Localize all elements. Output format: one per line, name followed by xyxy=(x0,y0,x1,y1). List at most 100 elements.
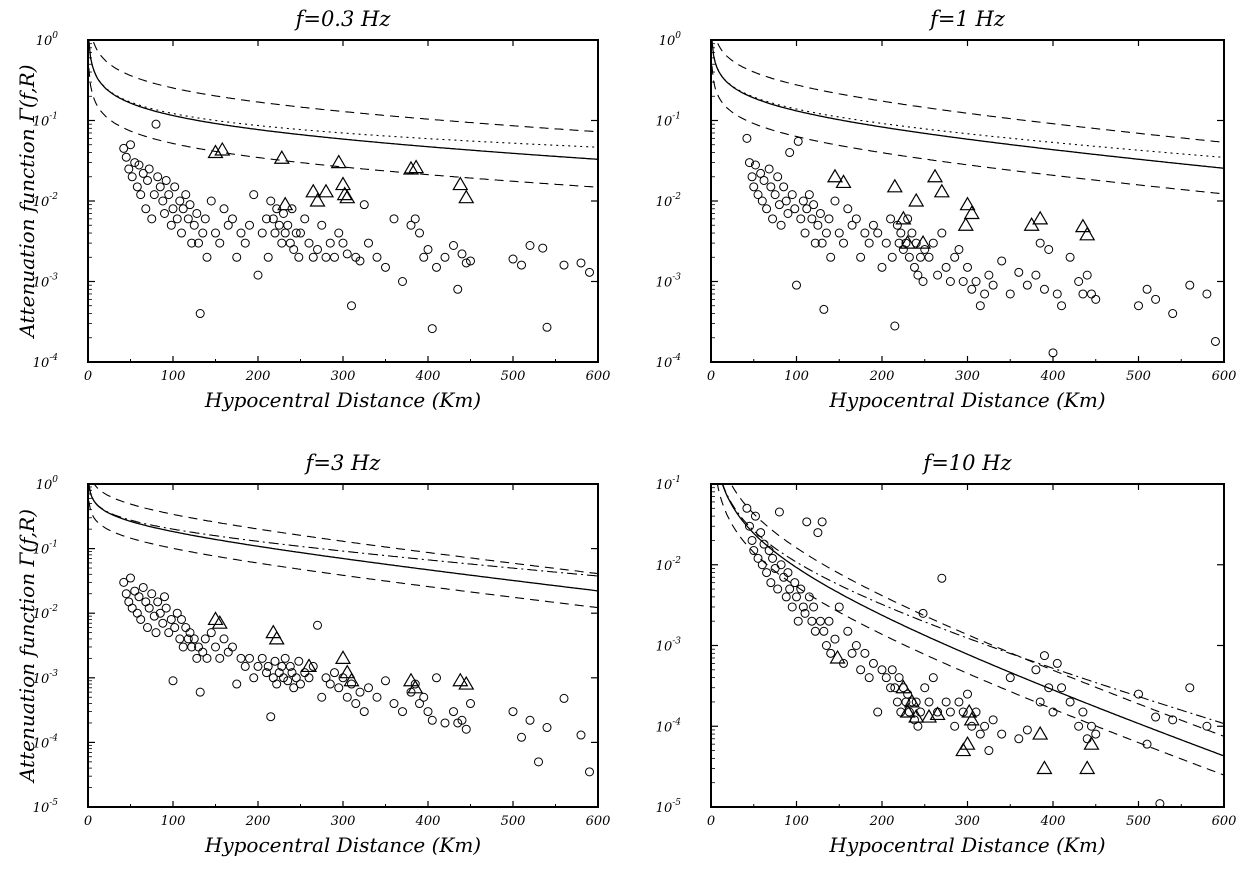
data-point-circle xyxy=(810,603,818,611)
data-point-circle xyxy=(356,688,364,696)
x-tick-label: 100 xyxy=(784,369,809,384)
data-point-circle xyxy=(233,680,241,688)
data-point-circle xyxy=(343,250,351,258)
x-tick-label: 600 xyxy=(1212,369,1237,384)
data-point-circle xyxy=(560,261,568,269)
data-point-circle xyxy=(128,604,136,612)
x-tick-label: 300 xyxy=(955,369,980,384)
data-point-circle xyxy=(743,504,751,512)
data-point-circle xyxy=(339,239,347,247)
data-point-circle xyxy=(1023,281,1031,289)
data-point-circle xyxy=(788,191,796,199)
data-point-circle xyxy=(462,725,470,733)
data-point-circle xyxy=(1006,674,1014,682)
data-point-circle xyxy=(822,229,830,237)
data-point-circle xyxy=(167,221,175,229)
data-point-circle xyxy=(816,617,824,625)
y-tick-exponent: -5 xyxy=(49,798,58,808)
data-point-circle xyxy=(788,603,796,611)
data-point-circle xyxy=(888,253,896,261)
y-tick-label: 100 xyxy=(36,475,59,493)
data-point-circle xyxy=(190,221,198,229)
data-point-circle xyxy=(758,197,766,205)
data-point-circle xyxy=(178,229,186,237)
chart-panel-4: f=10 Hz0 100 200 300 400 500 60010-510-410-310… xyxy=(656,384,1237,857)
data-point-circle xyxy=(193,209,201,217)
data-point-circle xyxy=(794,137,802,145)
x-tick-label: 0 xyxy=(84,814,92,829)
data-point-circle xyxy=(895,674,903,682)
x-tick-label: 200 xyxy=(869,369,895,384)
data-point-circle xyxy=(1143,740,1151,748)
data-point-circle xyxy=(159,197,167,205)
data-point-circle xyxy=(271,657,279,665)
data-point-circle xyxy=(1083,271,1091,279)
data-point-circle xyxy=(985,747,993,755)
y-tick-exponent: -4 xyxy=(49,353,58,363)
data-point-circle xyxy=(844,627,852,635)
data-point-circle xyxy=(1036,239,1044,247)
data-point-circle xyxy=(171,183,179,191)
data-point-circle xyxy=(771,191,779,199)
data-point-circle xyxy=(1053,659,1061,667)
y-tick-exponent: -3 xyxy=(672,273,681,283)
data-point-circle xyxy=(905,253,913,261)
data-point-circle xyxy=(814,529,822,537)
y-tick-label: 10-3 xyxy=(656,637,682,655)
data-point-circle xyxy=(782,197,790,205)
data-point-triangle xyxy=(266,626,280,638)
data-point-circle xyxy=(254,662,262,670)
data-point-circle xyxy=(250,674,258,682)
data-point-circle xyxy=(748,173,756,181)
data-point-circle xyxy=(976,302,984,310)
data-point-circle xyxy=(207,197,215,205)
y-tick-label: 10-4 xyxy=(33,353,59,371)
data-point-circle xyxy=(193,654,201,662)
data-point-circle xyxy=(959,278,967,286)
data-point-circle xyxy=(1186,684,1194,692)
data-point-circle xyxy=(910,263,918,271)
data-point-circle xyxy=(810,201,818,209)
data-point-circle xyxy=(857,666,865,674)
data-point-circle xyxy=(148,590,156,598)
data-point-circle xyxy=(774,585,782,593)
data-point-circle xyxy=(577,731,585,739)
data-point-circle xyxy=(207,629,215,637)
data-point-circle xyxy=(196,310,204,318)
data-point-circle xyxy=(167,615,175,623)
x-tick-label: 400 xyxy=(1040,814,1066,829)
data-point-circle xyxy=(154,173,162,181)
data-point-circle xyxy=(335,684,343,692)
data-point-circle xyxy=(775,508,783,516)
data-point-circle xyxy=(450,242,458,250)
y-tick-exponent: -3 xyxy=(49,669,58,679)
y-tick-exponent: -5 xyxy=(672,798,681,808)
data-point-circle xyxy=(343,693,351,701)
data-point-circle xyxy=(769,554,777,562)
data-point-circle xyxy=(127,141,135,149)
data-point-circle xyxy=(201,215,209,223)
data-point-triangle xyxy=(453,178,467,190)
data-point-triangle xyxy=(1033,212,1047,224)
model-curve-dashed xyxy=(712,423,1223,775)
data-point-circle xyxy=(182,624,190,632)
x-tick-label: 300 xyxy=(955,814,980,829)
model-curve-solid xyxy=(89,40,597,159)
data-point-circle xyxy=(577,259,585,267)
data-point-circle xyxy=(929,674,937,682)
data-point-circle xyxy=(1045,245,1053,253)
data-point-circle xyxy=(176,635,184,643)
data-point-circle xyxy=(128,173,136,181)
data-point-circle xyxy=(428,716,436,724)
data-point-circle xyxy=(786,149,794,157)
data-point-circle xyxy=(390,700,398,708)
data-point-circle xyxy=(857,253,865,261)
data-point-circle xyxy=(925,698,933,706)
data-point-circle xyxy=(382,263,390,271)
data-point-circle xyxy=(273,680,281,688)
data-point-circle xyxy=(934,271,942,279)
data-point-circle xyxy=(458,250,466,258)
model-curve-dashed xyxy=(89,467,597,574)
data-point-circle xyxy=(998,257,1006,265)
